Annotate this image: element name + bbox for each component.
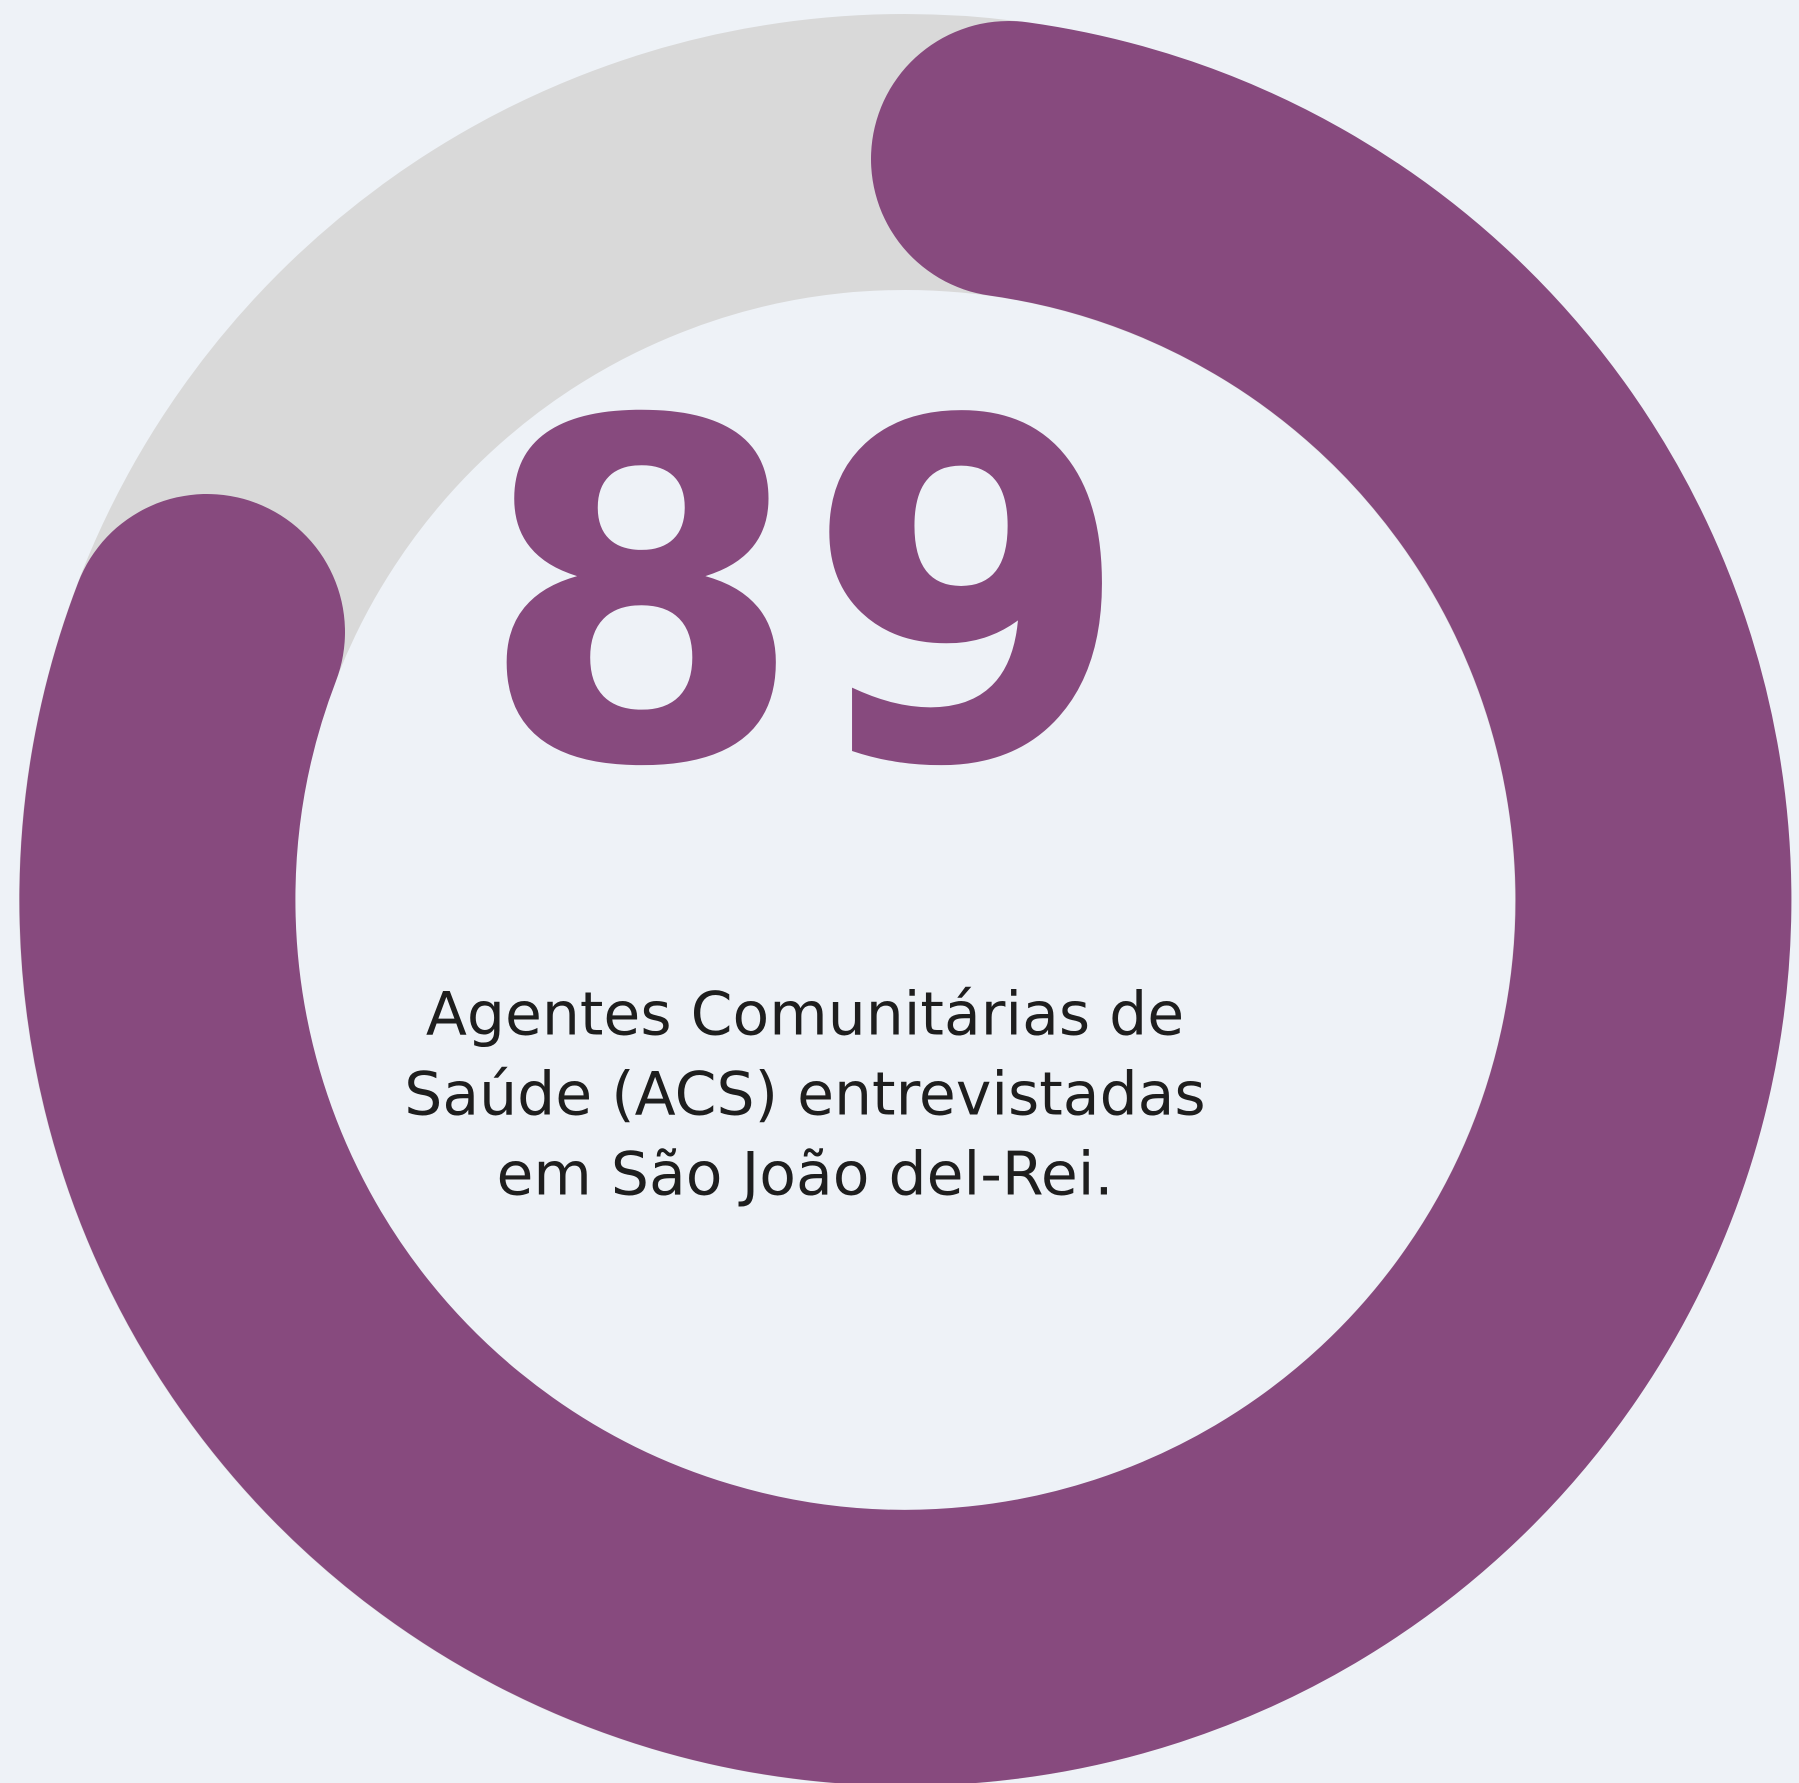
caption-line: Saúde (ACS) entrevistadas <box>404 1060 1205 1130</box>
caption-line: em São João del-Rei. <box>497 1140 1114 1210</box>
caption-line: Agentes Comunitárias de <box>426 980 1184 1050</box>
big-number: 89 <box>478 323 1132 870</box>
ring-progress <box>19 21 1792 1783</box>
